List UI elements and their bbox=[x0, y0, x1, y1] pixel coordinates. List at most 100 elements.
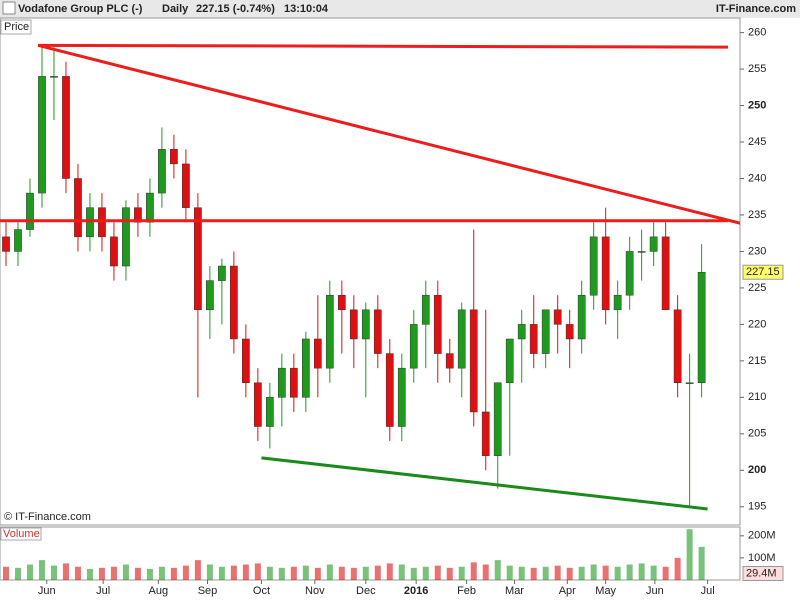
volume-bar bbox=[206, 564, 213, 580]
x-tick-label: Dec bbox=[356, 585, 376, 597]
volume-bar bbox=[230, 565, 237, 580]
candle-body bbox=[122, 207, 130, 267]
candle-body bbox=[74, 178, 82, 238]
candle-body bbox=[445, 353, 454, 369]
candle-body bbox=[266, 397, 274, 427]
volume-bar bbox=[122, 564, 129, 580]
y-tick-label: 205 bbox=[748, 428, 766, 440]
volume-bar bbox=[266, 566, 273, 580]
volume-bar bbox=[50, 565, 57, 580]
volume-label-box bbox=[0, 527, 42, 541]
candle-body bbox=[50, 76, 58, 78]
time: 13:10:04 bbox=[284, 3, 329, 15]
volume-bar bbox=[86, 568, 93, 580]
candle-body bbox=[481, 411, 490, 456]
volume-bar bbox=[626, 564, 633, 580]
volume-bar bbox=[434, 565, 441, 580]
volume-bar bbox=[302, 565, 309, 580]
volume-bar bbox=[314, 567, 321, 580]
copyright: © IT-Finance.com bbox=[4, 511, 91, 523]
x-tick-label: Jun bbox=[38, 585, 56, 597]
candle-body bbox=[589, 236, 598, 296]
volume-bar bbox=[518, 566, 525, 580]
last-volume-label: 29.4M bbox=[746, 567, 777, 579]
volume-bar bbox=[326, 564, 333, 580]
price-panel bbox=[0, 17, 741, 526]
volume-bar bbox=[74, 566, 81, 580]
candle-body bbox=[385, 353, 394, 427]
volume-bar bbox=[254, 563, 261, 580]
candle-body bbox=[14, 229, 22, 252]
volume-bar bbox=[662, 566, 669, 580]
y-tick-label: 195 bbox=[748, 501, 766, 513]
volume-bar bbox=[470, 562, 477, 580]
volume-bar bbox=[698, 546, 705, 580]
volume-bar bbox=[374, 565, 381, 580]
x-tick-label: Jun bbox=[646, 585, 664, 597]
candle-body bbox=[361, 309, 370, 340]
x-tick-label: Oct bbox=[253, 585, 270, 597]
candle-body bbox=[565, 324, 574, 340]
last-price-label: 227.15 bbox=[746, 266, 780, 278]
price-label: Price bbox=[4, 21, 29, 33]
stock-name: Vodafone Group PLC (-) bbox=[18, 3, 143, 15]
volume-bar bbox=[110, 566, 117, 580]
candle-body bbox=[469, 309, 478, 413]
y-tick-label: 225 bbox=[748, 282, 766, 294]
volume-label: Volume bbox=[3, 528, 40, 540]
collapse-icon[interactable] bbox=[2, 1, 16, 15]
volume-bar bbox=[170, 567, 177, 580]
candle-body bbox=[433, 294, 442, 354]
x-tick-label: Mar bbox=[505, 585, 524, 597]
candle-body bbox=[182, 163, 190, 208]
x-tick-label: May bbox=[595, 585, 616, 597]
candle-body bbox=[685, 382, 694, 384]
candle-body bbox=[277, 367, 286, 398]
volume-bar bbox=[350, 567, 357, 580]
candle-body bbox=[541, 309, 550, 354]
candle-body bbox=[337, 294, 346, 311]
candle-body bbox=[625, 251, 634, 296]
volume-bar bbox=[506, 565, 513, 580]
x-tick-label: Apr bbox=[559, 585, 576, 597]
candle-body bbox=[697, 271, 706, 383]
volume-bar bbox=[158, 566, 165, 580]
y-tick-label: 235 bbox=[748, 209, 766, 221]
price-plot bbox=[0, 43, 740, 511]
candle-body bbox=[421, 294, 430, 325]
y-tick-label: 255 bbox=[748, 63, 766, 75]
volume-bar bbox=[674, 557, 681, 580]
period: Daily bbox=[162, 3, 189, 15]
x-tick-label: Aug bbox=[149, 585, 169, 597]
volume-bar bbox=[554, 565, 561, 580]
candle-body bbox=[158, 149, 166, 194]
volume-bar bbox=[2, 566, 9, 580]
volume-bar bbox=[134, 567, 141, 580]
candle-body bbox=[505, 338, 514, 383]
x-tick-label: Feb bbox=[457, 585, 476, 597]
price-label-box bbox=[0, 19, 32, 35]
x-tick-label: Nov bbox=[305, 585, 325, 597]
candle-body bbox=[218, 265, 226, 281]
volume-bar bbox=[98, 567, 105, 580]
candle-body bbox=[325, 294, 334, 369]
volume-plot bbox=[2, 529, 705, 580]
candle-body bbox=[613, 294, 622, 311]
volume-bar bbox=[422, 566, 429, 580]
volume-bar bbox=[290, 566, 297, 580]
volume-bar bbox=[530, 567, 537, 580]
volume-bar bbox=[638, 563, 645, 580]
candle-body bbox=[409, 324, 418, 369]
candle-body bbox=[242, 338, 250, 383]
x-tick-label: 2016 bbox=[404, 585, 428, 597]
volume-bar bbox=[482, 564, 489, 580]
volume-bar bbox=[446, 567, 453, 580]
volume-bar bbox=[494, 560, 501, 580]
source: IT-Finance.com bbox=[716, 3, 796, 15]
header-bar bbox=[0, 0, 800, 18]
volume-bar bbox=[590, 564, 597, 580]
last-volume-box bbox=[742, 566, 784, 582]
candle-body bbox=[206, 280, 214, 311]
volume-bar bbox=[578, 566, 585, 580]
